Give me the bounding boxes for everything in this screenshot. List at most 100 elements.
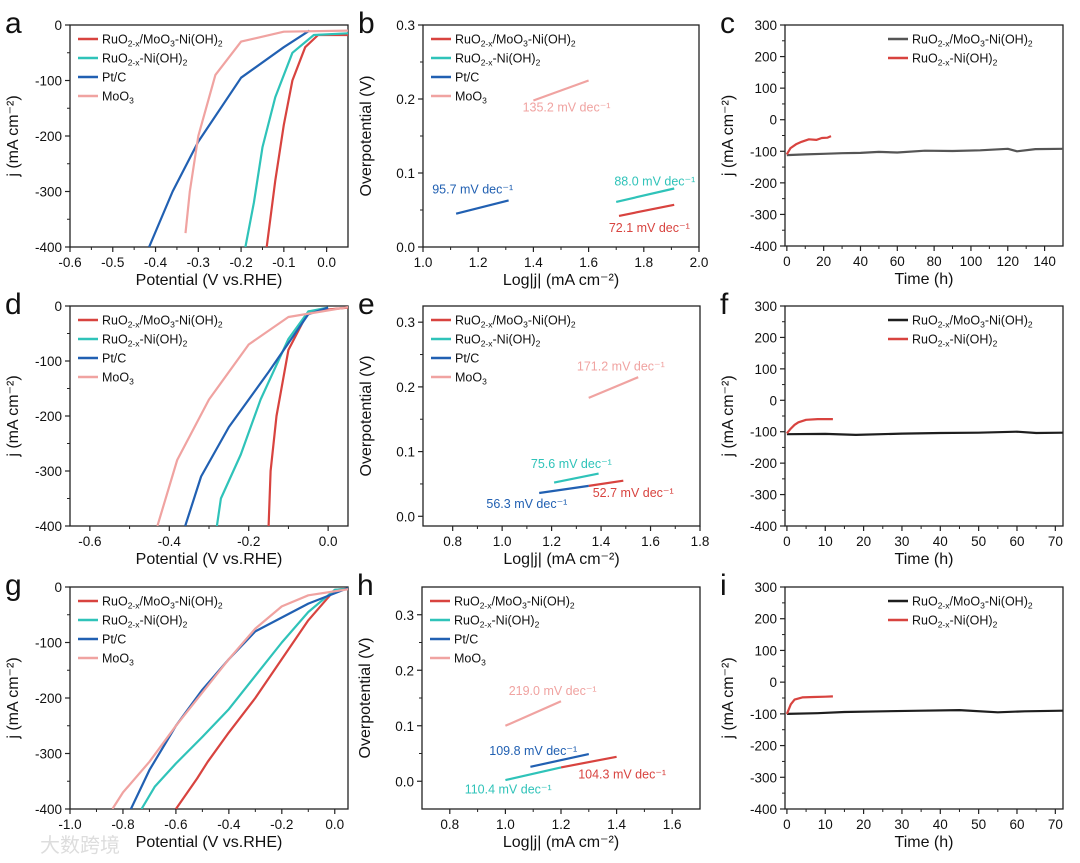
panel-d: d -0.6 -0.4 -0.2 0.0 0 -100 -200 -300 -400 Potenti… xyxy=(5,288,349,568)
legend-label: RuO2-x/MoO3-Ni(OH)2 xyxy=(912,33,1033,49)
x-tick-label: 60 xyxy=(1009,534,1024,549)
series-line xyxy=(588,479,624,487)
legend-label: MoO3 xyxy=(102,652,134,668)
y-tick-label: -100 xyxy=(750,425,777,440)
y-tick-label: 0 xyxy=(54,299,62,314)
panel-letter: i xyxy=(720,569,727,602)
slope-annotation: 104.3 mV dec⁻¹ xyxy=(578,767,666,781)
legend-label: RuO2-x/MoO3-Ni(OH)2 xyxy=(912,314,1033,330)
y-axis-label: j (mA cm⁻²) xyxy=(5,657,22,739)
slope-annotation: 72.1 mV dec⁻¹ xyxy=(609,221,690,235)
x-tick-label: -0.3 xyxy=(187,255,210,270)
y-tick-label: -300 xyxy=(750,207,777,222)
y-tick-label: 300 xyxy=(754,580,777,595)
x-axis-label: Time (h) xyxy=(895,551,954,568)
x-tick-label: 1.2 xyxy=(552,817,571,832)
x-tick-label: -1.0 xyxy=(58,817,81,832)
y-tick-label: -200 xyxy=(35,409,62,424)
slope-annotation: 56.3 mV dec⁻¹ xyxy=(486,497,567,511)
x-tick-label: 80 xyxy=(927,254,942,269)
y-tick-label: -100 xyxy=(35,636,62,651)
series-line xyxy=(786,147,1063,157)
panel-i: i 0 10 20 30 40 50 60 70 300 200 100 0 -100 -200 -300 -4… xyxy=(720,569,1064,851)
y-tick-label: 300 xyxy=(754,299,777,314)
y-tick-label: -100 xyxy=(750,144,777,159)
x-tick-label: 20 xyxy=(856,534,871,549)
x-tick-label: 0.8 xyxy=(440,817,459,832)
y-tick-label: -400 xyxy=(35,240,62,255)
y-tick-label: 200 xyxy=(754,50,777,65)
series-line xyxy=(615,187,675,203)
x-tick-label: 60 xyxy=(890,254,905,269)
legend-label: Pt/C xyxy=(454,633,478,647)
x-tick-label: 0.8 xyxy=(443,534,462,549)
legend-label: MoO3 xyxy=(455,90,487,106)
x-axis-label: Potential (V vs.RHE) xyxy=(136,272,283,289)
y-axis-label: j (mA cm⁻²) xyxy=(720,95,737,177)
y-tick-label: 100 xyxy=(754,643,777,658)
slope-annotation: 75.6 mV dec⁻¹ xyxy=(531,457,612,471)
y-tick-label: -100 xyxy=(35,354,62,369)
panel-f: f 0 10 20 30 40 50 60 70 300 200 100 0 -100 -200 -300 -4… xyxy=(720,288,1064,568)
legend-label: MoO3 xyxy=(102,371,134,387)
series-line xyxy=(111,588,348,809)
slope-annotation: 219.0 mV dec⁻¹ xyxy=(509,684,597,698)
slope-annotation: 171.2 mV dec⁻¹ xyxy=(577,360,665,374)
slope-annotation: 110.4 mV dec⁻¹ xyxy=(465,782,552,796)
y-tick-label: 0 xyxy=(769,675,777,690)
series-line xyxy=(156,306,348,526)
x-tick-label: 50 xyxy=(971,817,986,832)
panel-e: e 0.8 1.0 1.2 1.4 1.6 1.8 0.0 0.1 0.2 0.3 Log|j| (m… xyxy=(358,288,709,568)
x-tick-label: 20 xyxy=(816,254,831,269)
panel-a: a -0.6 -0.5 -0.4 -0.3 -0.2 -0.1 0.0 0 -100 -200 -30… xyxy=(5,7,349,289)
y-axis-label: j (mA cm⁻²) xyxy=(5,375,22,457)
x-tick-label: 70 xyxy=(1048,534,1063,549)
y-tick-label: -200 xyxy=(750,176,777,191)
y-tick-label: -400 xyxy=(35,802,62,817)
x-tick-label: -0.4 xyxy=(144,255,168,270)
panel-c: c 0 20 40 60 80 100 120 140 300 200 100 0 -100 -200 -30… xyxy=(720,7,1064,288)
x-tick-label: 70 xyxy=(1048,817,1063,832)
legend-label: Pt/C xyxy=(102,633,126,647)
x-tick-label: 0.0 xyxy=(319,534,338,549)
y-tick-label: 0.2 xyxy=(395,663,414,678)
x-tick-label: 50 xyxy=(971,534,986,549)
panel-letter: a xyxy=(5,7,22,40)
x-tick-label: -0.2 xyxy=(270,817,293,832)
y-tick-label: -300 xyxy=(35,747,62,762)
y-tick-label: -300 xyxy=(750,488,777,503)
y-axis-label: Overpotential (V) xyxy=(358,356,375,477)
y-tick-label: 100 xyxy=(754,362,777,377)
x-tick-label: 1.8 xyxy=(634,255,653,270)
series-line xyxy=(785,695,833,715)
series-line xyxy=(148,29,311,247)
y-tick-label: 200 xyxy=(754,612,777,627)
x-tick-label: 1.6 xyxy=(641,534,660,549)
legend-label: Pt/C xyxy=(102,71,126,85)
x-tick-label: -0.5 xyxy=(101,255,124,270)
panel-b: b 1.0 1.2 1.4 1.6 1.8 2.0 0.0 0.1 0.2 0.3 Log|j| (m… xyxy=(358,7,708,289)
x-axis-label: Time (h) xyxy=(895,271,954,288)
series-line xyxy=(265,33,348,247)
plot-frame xyxy=(422,305,701,527)
x-tick-label: 1.8 xyxy=(691,534,710,549)
x-tick-label: -0.2 xyxy=(237,534,260,549)
y-tick-label: 0.0 xyxy=(395,774,414,789)
y-tick-label: 100 xyxy=(754,81,777,96)
slope-annotation: 88.0 mV dec⁻¹ xyxy=(614,175,695,189)
x-tick-label: -0.4 xyxy=(217,817,241,832)
panel-letter: b xyxy=(358,7,375,40)
series-line xyxy=(504,700,562,727)
x-tick-label: 1.0 xyxy=(414,255,433,270)
slope-annotation: 135.2 mV dec⁻¹ xyxy=(523,101,611,115)
x-tick-label: -0.1 xyxy=(272,255,295,270)
y-tick-label: 300 xyxy=(754,18,777,33)
y-tick-label: -100 xyxy=(35,74,62,89)
x-tick-label: 1.6 xyxy=(663,817,682,832)
legend-label: Pt/C xyxy=(455,71,479,85)
x-tick-label: 0.0 xyxy=(325,817,344,832)
legend-label: MoO3 xyxy=(455,371,487,387)
series-line xyxy=(267,306,348,526)
y-tick-label: -400 xyxy=(750,802,777,817)
